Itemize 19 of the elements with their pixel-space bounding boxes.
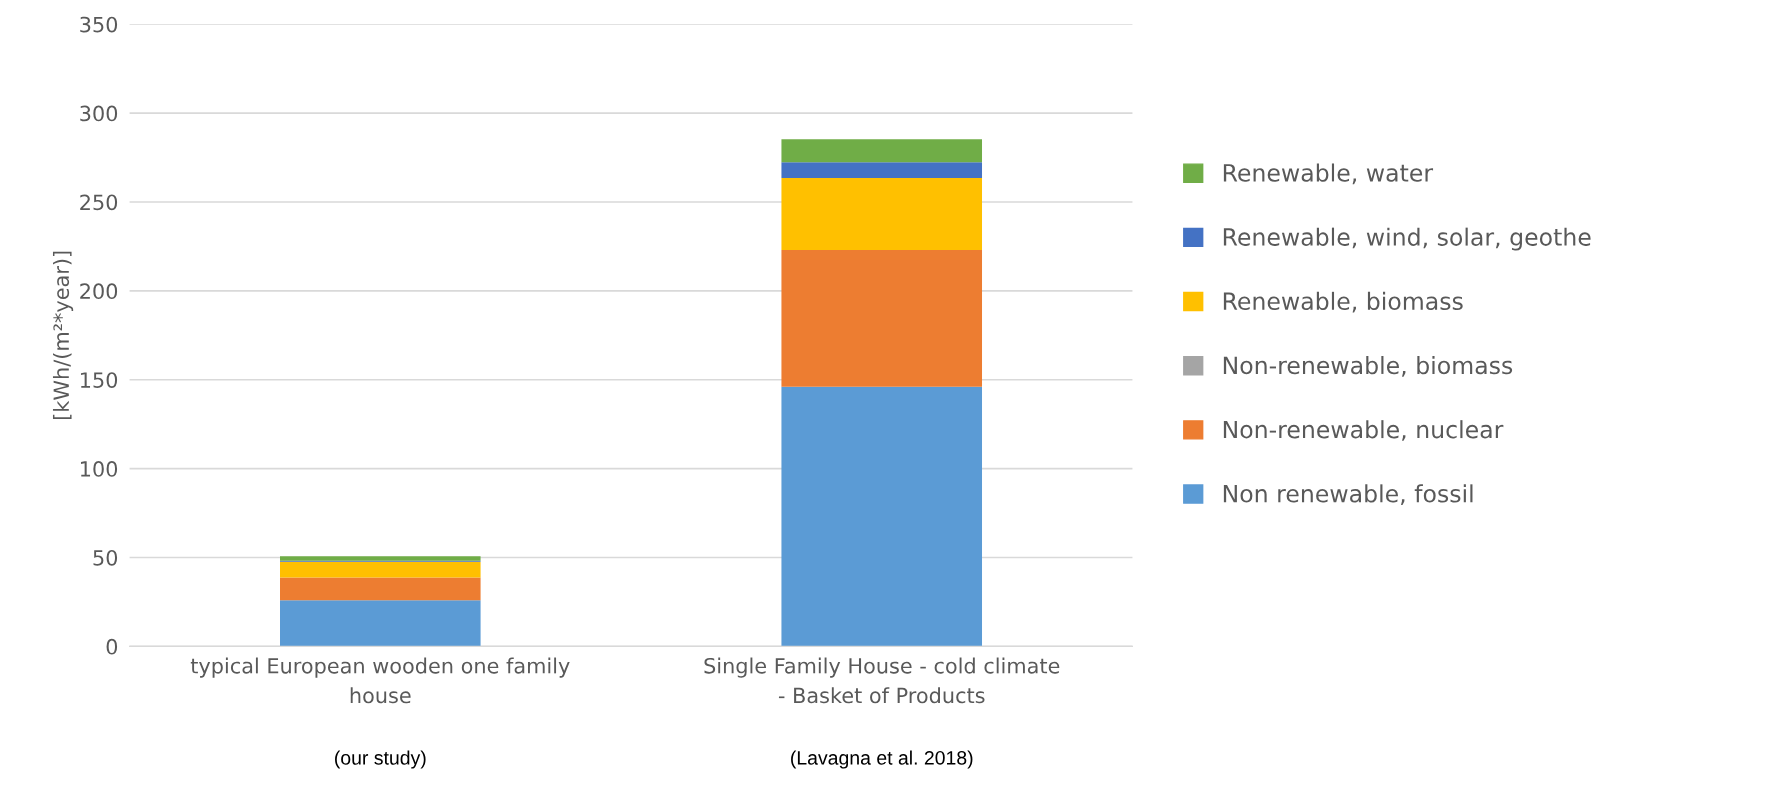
y-tick-label: 200 (80, 283, 118, 300)
x-tick-label: typical European wooden one family house (190, 657, 570, 704)
legend-label: Renewable, water (1223, 163, 1434, 185)
legend-label: Non renewable, fossil (1223, 484, 1473, 506)
legend-label: Non-renewable, nuclear (1223, 420, 1504, 441)
text: (our study) (335, 750, 426, 769)
y-tick-label: 0 (106, 638, 118, 655)
y-tick-label: 350 (80, 16, 118, 33)
y-tick-label: 150 (80, 372, 118, 388)
text: (Lavagna et al. 2018) (791, 750, 973, 769)
x-tick-label: Single Family House - cold climate - Basket of Products (704, 657, 1060, 704)
y-axis-title: [kWh/(m²*year)] (52, 251, 74, 419)
legend-label: Renewable, wind, solar, geothe (1223, 227, 1591, 251)
legend-label: Non-renewable, biomass (1223, 355, 1513, 377)
y-tick-label: 300 (80, 105, 118, 122)
legend-label: Renewable, biomass (1223, 291, 1463, 313)
y-tick-label: 50 (93, 549, 118, 566)
y-tick-label: 100 (80, 461, 118, 477)
y-tick-label: 250 (80, 194, 118, 211)
